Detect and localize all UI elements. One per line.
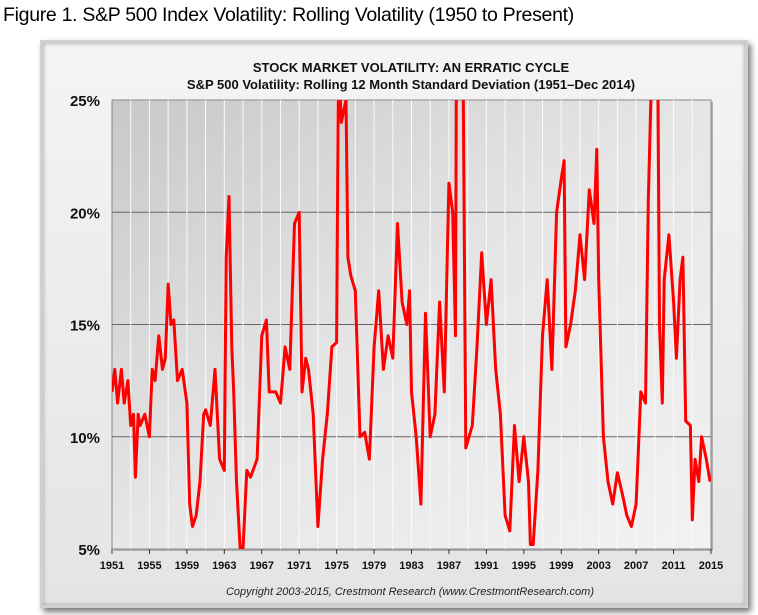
x-tick-label: 1959 <box>175 560 199 572</box>
chart-subtitle: S&P 500 Volatility: Rolling 12 Month Sta… <box>187 77 635 92</box>
x-tick-label: 1963 <box>212 560 236 572</box>
y-tick-label: 20% <box>70 205 100 222</box>
x-tick-label: 1951 <box>100 560 124 572</box>
x-tick-label: 2003 <box>586 560 610 572</box>
x-tick-label: 1991 <box>474 560 498 572</box>
x-tick-label: 1971 <box>287 560 311 572</box>
x-tick-label: 1999 <box>549 560 573 572</box>
x-tick-label: 2011 <box>662 560 686 572</box>
copyright-note: Copyright 2003-2015, Crestmont Research … <box>226 586 594 598</box>
x-tick-label: 1979 <box>362 560 386 572</box>
volatility-line <box>112 100 711 549</box>
x-tick-label: 2007 <box>624 560 648 572</box>
x-tick-label: 1955 <box>137 560 161 572</box>
x-tick-label: 1995 <box>512 560 536 572</box>
chart-title: STOCK MARKET VOLATILITY: AN ERRATIC CYCL… <box>253 60 570 75</box>
y-tick-label: 15% <box>70 318 100 335</box>
figure-title: Figure 1. S&P 500 Index Volatility: Roll… <box>3 4 574 26</box>
x-tick-label: 2015 <box>699 560 723 572</box>
y-tick-label: 25% <box>70 93 100 110</box>
y-tick-label: 5% <box>78 542 100 559</box>
y-tick-label: 10% <box>70 430 100 447</box>
x-tick-label: 1987 <box>437 560 461 572</box>
x-tick-label: 1975 <box>324 560 348 572</box>
x-tick-label: 1967 <box>250 560 274 572</box>
x-tick-label: 1983 <box>399 560 423 572</box>
